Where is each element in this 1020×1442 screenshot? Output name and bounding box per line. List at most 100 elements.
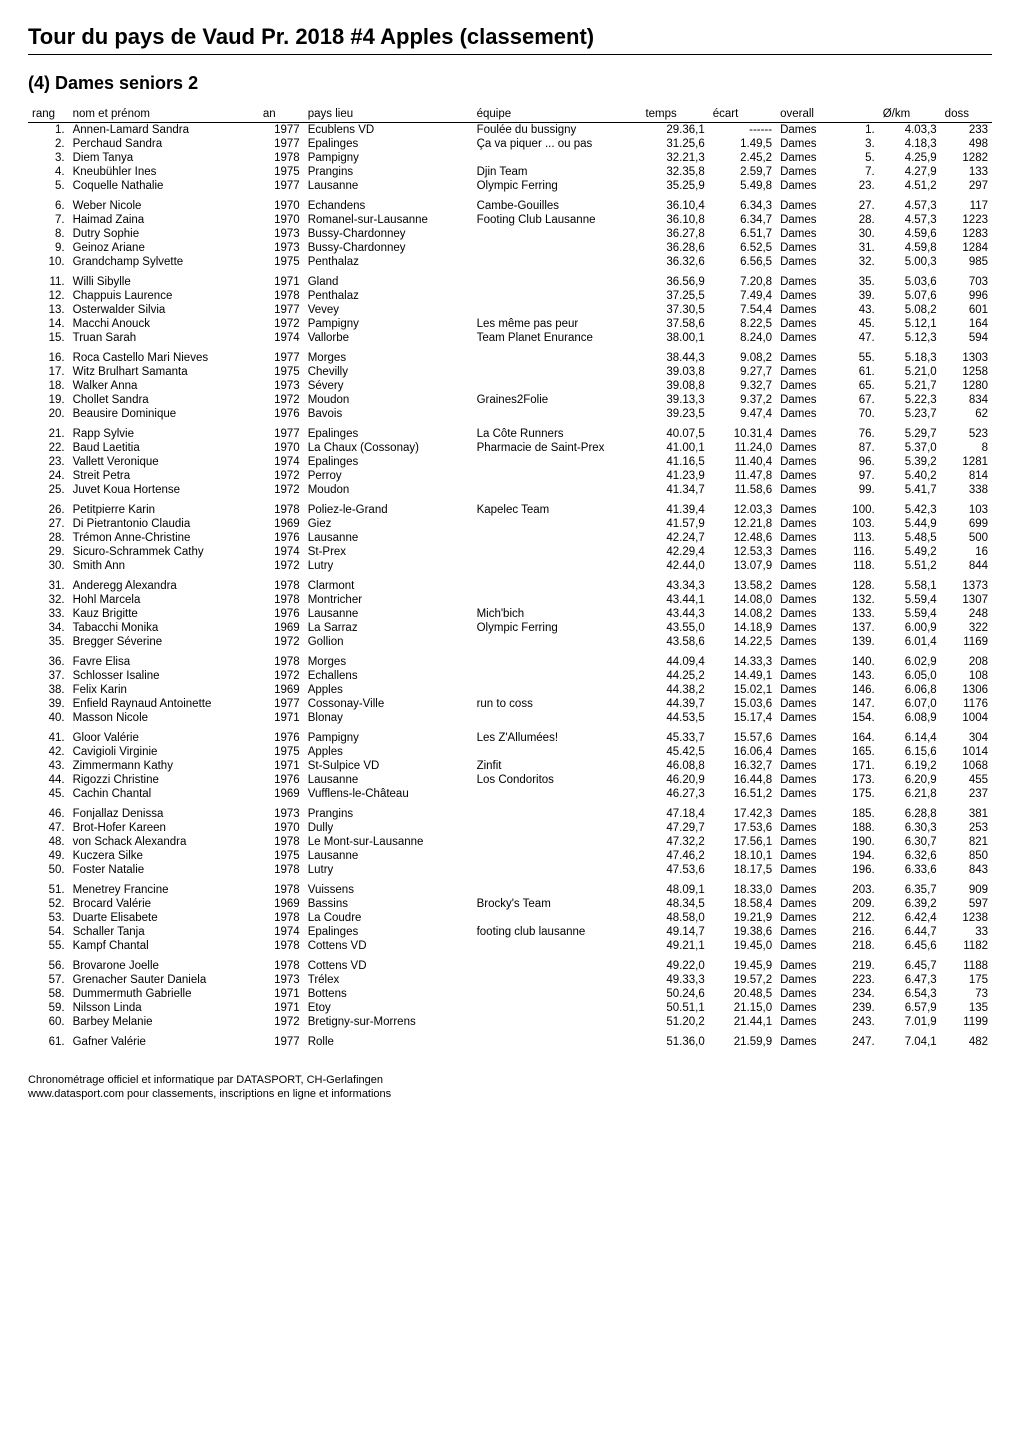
cell-overall-rank: 113. xyxy=(838,531,879,545)
cell-overall: Dames xyxy=(776,393,838,407)
cell-doss: 381 xyxy=(941,807,992,821)
cell-equipe: Les Z'Allumées! xyxy=(473,731,642,745)
cell-an: 1977 xyxy=(259,303,304,317)
cell-okm: 6.06,8 xyxy=(879,683,941,697)
cell-doss: 253 xyxy=(941,821,992,835)
cell-rang: 37. xyxy=(28,669,69,683)
cell-overall-rank: 239. xyxy=(838,1001,879,1015)
cell-ecart: 2.59,7 xyxy=(709,165,776,179)
cell-rang: 61. xyxy=(28,1035,69,1049)
cell-okm: 5.59,4 xyxy=(879,593,941,607)
cell-nom: Trémon Anne-Christine xyxy=(69,531,259,545)
cell-overall-rank: 5. xyxy=(838,151,879,165)
cell-okm: 6.44,7 xyxy=(879,925,941,939)
cell-lieu: St-Prex xyxy=(304,545,473,559)
cell-equipe xyxy=(473,711,642,725)
cell-nom: Favre Elisa xyxy=(69,655,259,669)
cell-an: 1972 xyxy=(259,1015,304,1029)
cell-lieu: Apples xyxy=(304,745,473,759)
table-row: 39.Enfield Raynaud Antoinette1977Cossona… xyxy=(28,697,992,711)
cell-equipe: Footing Club Lausanne xyxy=(473,213,642,227)
cell-doss: 1306 xyxy=(941,683,992,697)
cell-ecart: 16.06,4 xyxy=(709,745,776,759)
cell-lieu: Lausanne xyxy=(304,773,473,787)
cell-rang: 31. xyxy=(28,579,69,593)
cell-ecart: 1.49,5 xyxy=(709,137,776,151)
cell-overall-rank: 188. xyxy=(838,821,879,835)
cell-nom: Kuczera Silke xyxy=(69,849,259,863)
cell-lieu: Sévery xyxy=(304,379,473,393)
cell-rang: 43. xyxy=(28,759,69,773)
cell-temps: 48.09,1 xyxy=(641,883,708,897)
cell-temps: 43.44,1 xyxy=(641,593,708,607)
cell-overall-rank: 219. xyxy=(838,959,879,973)
cell-overall: Dames xyxy=(776,973,838,987)
cell-doss: 33 xyxy=(941,925,992,939)
cell-ecart: 17.53,6 xyxy=(709,821,776,835)
result-group: 26.Petitpierre Karin1978Poliez-le-GrandK… xyxy=(28,503,992,579)
cell-ecart: 14.49,1 xyxy=(709,669,776,683)
table-row: 60.Barbey Melanie1972Bretigny-sur-Morren… xyxy=(28,1015,992,1029)
cell-doss: 117 xyxy=(941,199,992,213)
cell-nom: Geinoz Ariane xyxy=(69,241,259,255)
cell-lieu: Rolle xyxy=(304,1035,473,1049)
cell-doss: 133 xyxy=(941,165,992,179)
cell-nom: Smith Ann xyxy=(69,559,259,573)
cell-overall: Dames xyxy=(776,517,838,531)
cell-temps: 42.24,7 xyxy=(641,531,708,545)
cell-doss: 1281 xyxy=(941,455,992,469)
cell-lieu: Morges xyxy=(304,655,473,669)
cell-overall: Dames xyxy=(776,787,838,801)
cell-lieu: Epalinges xyxy=(304,427,473,441)
cell-okm: 5.12,3 xyxy=(879,331,941,345)
cell-ecart: 12.21,8 xyxy=(709,517,776,531)
cell-temps: 50.51,1 xyxy=(641,1001,708,1015)
table-row: 24.Streit Petra1972Perroy41.23,911.47,8D… xyxy=(28,469,992,483)
cell-temps: 43.44,3 xyxy=(641,607,708,621)
cell-equipe xyxy=(473,579,642,593)
cell-overall-rank: 30. xyxy=(838,227,879,241)
cell-overall: Dames xyxy=(776,427,838,441)
cell-overall: Dames xyxy=(776,503,838,517)
result-group: 21.Rapp Sylvie1977EpalingesLa Côte Runne… xyxy=(28,427,992,503)
cell-doss: 248 xyxy=(941,607,992,621)
cell-okm: 4.51,2 xyxy=(879,179,941,193)
cell-rang: 20. xyxy=(28,407,69,421)
cell-nom: Macchi Anouck xyxy=(69,317,259,331)
table-row: 7.Haimad Zaina1970Romanel-sur-LausanneFo… xyxy=(28,213,992,227)
cell-lieu: St-Sulpice VD xyxy=(304,759,473,773)
cell-lieu: Moudon xyxy=(304,483,473,497)
cell-lieu: Echallens xyxy=(304,669,473,683)
cell-an: 1971 xyxy=(259,711,304,725)
cell-doss: 1238 xyxy=(941,911,992,925)
table-row: 28.Trémon Anne-Christine1976Lausanne42.2… xyxy=(28,531,992,545)
cell-an: 1977 xyxy=(259,427,304,441)
cell-overall-rank: 100. xyxy=(838,503,879,517)
cell-doss: 821 xyxy=(941,835,992,849)
cell-okm: 6.39,2 xyxy=(879,897,941,911)
cell-doss: 594 xyxy=(941,331,992,345)
cell-temps: 45.33,7 xyxy=(641,731,708,745)
cell-okm: 6.47,3 xyxy=(879,973,941,987)
cell-okm: 6.35,7 xyxy=(879,883,941,897)
cell-ecart: 19.21,9 xyxy=(709,911,776,925)
cell-overall-rank: 140. xyxy=(838,655,879,669)
cell-lieu: Prangins xyxy=(304,165,473,179)
cell-temps: 49.33,3 xyxy=(641,973,708,987)
footer: Chronométrage officiel et informatique p… xyxy=(28,1073,992,1102)
cell-overall-rank: 218. xyxy=(838,939,879,953)
cell-equipe xyxy=(473,303,642,317)
cell-temps: 38.44,3 xyxy=(641,351,708,365)
cell-overall-rank: 196. xyxy=(838,863,879,877)
cell-an: 1972 xyxy=(259,669,304,683)
cell-nom: Kampf Chantal xyxy=(69,939,259,953)
cell-okm: 6.30,7 xyxy=(879,835,941,849)
cell-lieu: Giez xyxy=(304,517,473,531)
result-group: 31.Anderegg Alexandra1978Clarmont43.34,3… xyxy=(28,579,992,655)
table-row: 29.Sicuro-Schrammek Cathy1974St-Prex42.2… xyxy=(28,545,992,559)
cell-equipe xyxy=(473,227,642,241)
cell-overall-rank: 35. xyxy=(838,275,879,289)
cell-overall-rank: 97. xyxy=(838,469,879,483)
cell-overall-rank: 67. xyxy=(838,393,879,407)
cell-okm: 5.00,3 xyxy=(879,255,941,269)
